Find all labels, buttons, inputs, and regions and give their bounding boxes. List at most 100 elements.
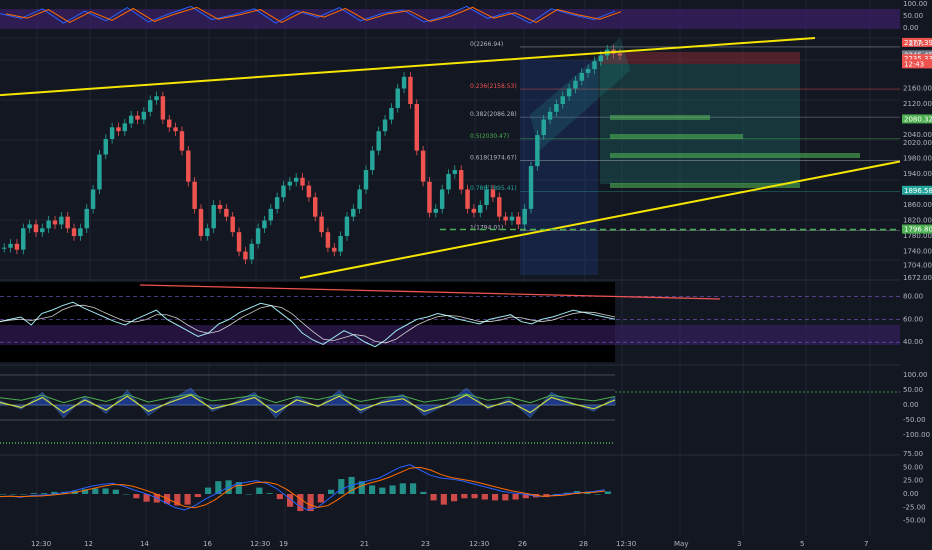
macd-histogram-bar (0, 494, 7, 495)
candle (122, 123, 128, 132)
rsi-tick-label: 40.00 (903, 338, 923, 346)
macd-histogram-bar (256, 487, 263, 494)
position-loss-zone (600, 52, 800, 64)
macd-histogram-bar (143, 494, 150, 502)
time-tick-label: 12:30 (250, 540, 270, 548)
candle (522, 208, 527, 225)
candle (516, 216, 521, 225)
candle (59, 216, 64, 225)
candle (598, 55, 604, 62)
osc-tick-label: 0.00 (903, 401, 919, 409)
target-box-3 (610, 153, 860, 158)
candle (160, 96, 166, 120)
candle (319, 216, 324, 233)
candle (547, 111, 553, 120)
candle (2, 247, 7, 249)
osc-tick-label: -100.00 (903, 431, 930, 439)
osc-tick-label: 100.00 (903, 371, 928, 379)
time-tick-label: 12 (84, 540, 93, 548)
channel-lower-line[interactable] (299, 160, 901, 279)
time-axis: 12:30 12 14 16 12:30 19 21 23 12:30 26 28 12:30 May 3… (31, 540, 868, 548)
stoch-pane (0, 5, 622, 24)
candle (217, 204, 223, 209)
candle (370, 150, 375, 171)
time-tick-label: 12:30 (616, 540, 636, 548)
macd-histogram-bar (379, 487, 386, 494)
candle (528, 166, 534, 209)
price-axis-bg (900, 0, 932, 535)
stoch-tick-label: 50.00 (903, 12, 923, 20)
candle (52, 220, 58, 225)
candle (420, 150, 426, 182)
candle (103, 138, 108, 155)
macd-histogram-bar (41, 493, 48, 494)
candle (332, 247, 337, 252)
candle (154, 96, 159, 101)
candle (236, 232, 242, 252)
price-tag-label: 1896.58 (904, 187, 932, 195)
fib-level-label: 0.5(2030.47) (470, 133, 509, 140)
time-tick-label: 12:30 (469, 540, 489, 548)
time-tick-label: 19 (279, 540, 288, 548)
price-tag (902, 59, 932, 69)
macd-histogram-bar (420, 491, 427, 494)
candle (306, 185, 312, 198)
macd-histogram-bar (276, 494, 283, 500)
candle (90, 189, 96, 209)
macd-histogram-bar (184, 494, 191, 505)
macd-histogram-bar (594, 494, 601, 495)
candle (21, 228, 26, 250)
candle (579, 72, 585, 81)
candle (535, 135, 540, 167)
macd-histogram-bar (133, 494, 140, 499)
candle (287, 181, 293, 186)
candle (325, 232, 331, 248)
fib-retracement: 0(2266.94) 0.236(2158.53) 0.382(2086.28) 0.… (470, 41, 900, 232)
price-tag-label: 2235.33 (904, 55, 932, 63)
price-tag-label: 2080.32 (904, 115, 932, 123)
price-tag-label: 12:43 (904, 60, 924, 68)
candle (141, 111, 147, 120)
price-tick-label: 1780.00 (903, 232, 932, 240)
macd-histogram-bar (471, 494, 478, 499)
fib-level-label: 0.382(2086.28) (470, 111, 517, 118)
candle (14, 243, 20, 250)
price-tag (902, 224, 932, 234)
macd-histogram-bar (604, 491, 611, 494)
macd-histogram-bar (194, 494, 201, 497)
rising-channel (529, 37, 631, 151)
macd-tick-label: 25.00 (903, 477, 923, 485)
price-tick-label: 1704.00 (903, 262, 932, 270)
macd-histogram-bar (451, 494, 458, 502)
candle (433, 208, 439, 213)
price-tag-label: 2277.39 (904, 39, 932, 47)
macd-histogram-bar (430, 494, 437, 501)
stoch-band (0, 9, 900, 29)
candle (357, 189, 362, 209)
candle (414, 104, 419, 151)
candle (255, 228, 261, 244)
candle (65, 216, 70, 229)
fib-level-label: 1(1794.01) (470, 225, 503, 232)
channel-upper-line[interactable] (0, 37, 816, 97)
candle (27, 224, 32, 229)
price-tick-label: 1980.00 (903, 154, 932, 162)
macd-line (0, 464, 605, 511)
price-tick-label: 2040.00 (903, 131, 932, 139)
price-tick-label: 1940.00 (903, 170, 932, 178)
rsi-pane (0, 296, 900, 348)
candle (173, 127, 178, 132)
price-tick-label: 2120.00 (903, 100, 932, 108)
candle (471, 208, 477, 213)
stoch-tick-label: 100.00 (903, 0, 928, 8)
stoch-d-line (5, 6, 622, 24)
candle (382, 119, 388, 132)
fib-level-label: 0(2266.94) (470, 41, 503, 48)
candle (458, 170, 464, 190)
macd-pane (0, 464, 611, 512)
time-tick-label: May (674, 540, 688, 548)
candle (230, 216, 235, 233)
oscillator-pane (0, 374, 900, 444)
